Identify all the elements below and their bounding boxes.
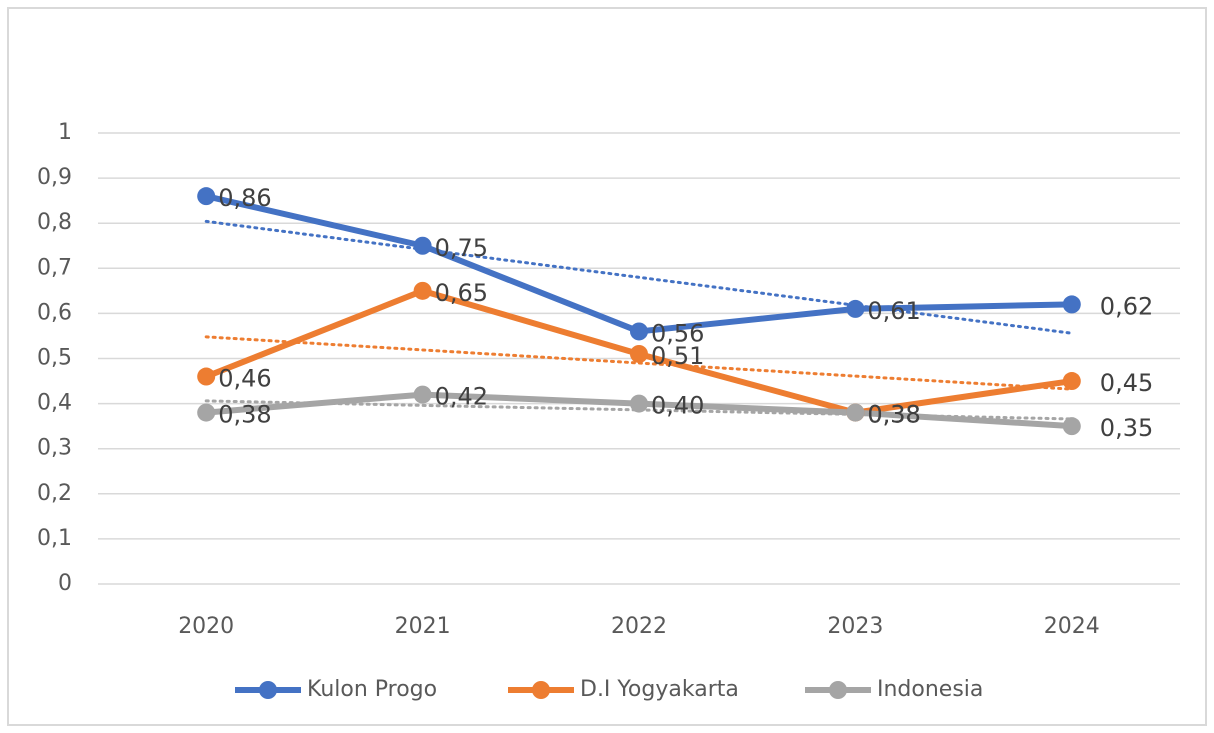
data-point xyxy=(413,281,432,300)
data-label: 0,75 xyxy=(435,234,488,262)
data-point xyxy=(413,236,432,255)
y-tick-label: 0,1 xyxy=(37,526,72,551)
data-label: 0,38 xyxy=(218,401,271,429)
y-tick-label: 0,3 xyxy=(37,436,72,461)
data-point xyxy=(1062,295,1081,314)
data-point xyxy=(846,299,865,318)
y-tick-label: 0,4 xyxy=(37,391,72,416)
data-label: 0,40 xyxy=(651,392,704,420)
data-label: 0,38 xyxy=(867,401,920,429)
data-label: 0,62 xyxy=(1100,292,1153,320)
legend-marker xyxy=(259,681,277,699)
y-tick-label: 0 xyxy=(58,571,72,596)
y-tick-label: 0,9 xyxy=(37,165,72,190)
y-tick-label: 0,6 xyxy=(37,300,72,325)
legend-marker xyxy=(532,681,550,699)
data-label: 0,46 xyxy=(218,365,271,393)
data-label: 0,56 xyxy=(651,319,704,347)
data-point xyxy=(1062,417,1081,436)
data-label: 0,45 xyxy=(1100,369,1153,397)
data-label: 0,65 xyxy=(435,279,488,307)
x-tick-label: 2023 xyxy=(827,614,883,639)
trendline xyxy=(204,335,1074,391)
data-point xyxy=(630,322,648,341)
data-label: 0,51 xyxy=(651,342,704,370)
data-point xyxy=(630,394,648,413)
data-point xyxy=(197,187,216,206)
y-tick-label: 0,5 xyxy=(37,346,72,371)
legend-label: Indonesia xyxy=(877,677,983,702)
data-label: 0,42 xyxy=(435,383,488,411)
data-point xyxy=(197,403,216,422)
legend-label: Kulon Progo xyxy=(307,677,437,702)
x-tick-label: 2024 xyxy=(1044,614,1100,639)
x-tick-label: 2021 xyxy=(395,614,451,639)
data-point xyxy=(413,385,432,404)
x-tick-label: 2022 xyxy=(611,614,667,639)
data-label: 0,61 xyxy=(867,297,920,325)
legend-label: D.I Yogyakarta xyxy=(580,677,739,702)
data-point xyxy=(630,344,648,363)
y-tick-label: 0,7 xyxy=(37,255,72,280)
data-point xyxy=(197,367,216,386)
data-point xyxy=(846,403,865,422)
y-tick-label: 0,8 xyxy=(37,210,72,235)
legend-marker xyxy=(829,681,847,699)
y-tick-label: 1 xyxy=(58,120,72,145)
y-tick-label: 0,2 xyxy=(37,481,72,506)
data-point xyxy=(1062,372,1081,391)
data-label: 0,35 xyxy=(1100,414,1153,442)
chart-frame xyxy=(7,7,1207,726)
data-label: 0,38 xyxy=(867,401,920,429)
data-label: 0,86 xyxy=(218,184,271,212)
x-tick-label: 2020 xyxy=(178,614,234,639)
trendline xyxy=(204,219,1074,335)
